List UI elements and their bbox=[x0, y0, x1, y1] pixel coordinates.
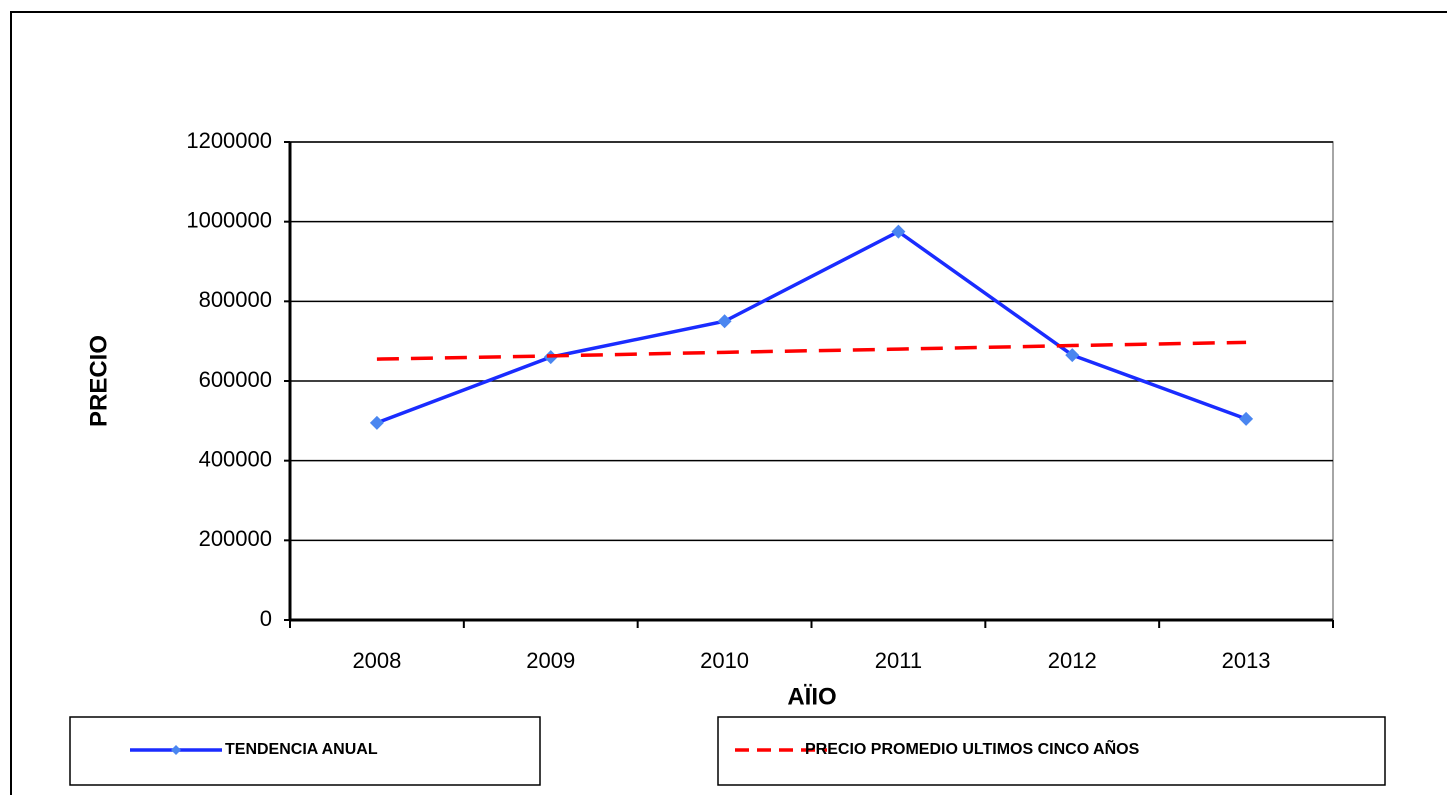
x-tick-label: 2013 bbox=[1222, 648, 1271, 673]
series-marker bbox=[369, 415, 384, 430]
x-tick-label: 2008 bbox=[352, 648, 401, 673]
x-tick-label: 2012 bbox=[1048, 648, 1097, 673]
y-tick-label: 400000 bbox=[199, 446, 272, 471]
y-tick-label: 1000000 bbox=[186, 207, 272, 232]
y-tick-label: 0 bbox=[260, 606, 272, 631]
y-tick-label: 600000 bbox=[199, 367, 272, 392]
series-line bbox=[376, 340, 1247, 361]
y-tick-label: 1200000 bbox=[186, 128, 272, 153]
series-marker bbox=[1239, 411, 1254, 426]
series-marker bbox=[891, 224, 906, 239]
chart-frame bbox=[10, 11, 1447, 795]
x-axis-title: AÏIO bbox=[787, 683, 836, 710]
legend-label: PRECIO PROMEDIO ULTIMOS CINCO AÑOS bbox=[805, 738, 1140, 758]
x-tick-label: 2011 bbox=[875, 648, 922, 673]
x-tick-label: 2009 bbox=[526, 648, 575, 673]
series-marker bbox=[1065, 348, 1080, 363]
series-marker bbox=[717, 314, 732, 329]
x-tick-label: 2010 bbox=[700, 648, 749, 673]
legend-label: TENDENCIA ANUAL bbox=[225, 741, 378, 758]
y-tick-label: 800000 bbox=[199, 287, 272, 312]
legend-marker bbox=[171, 745, 181, 755]
y-axis-title: PRECIO bbox=[85, 335, 112, 427]
y-tick-label: 200000 bbox=[199, 526, 272, 551]
series-line bbox=[376, 229, 1247, 425]
legend-box bbox=[717, 716, 1386, 786]
